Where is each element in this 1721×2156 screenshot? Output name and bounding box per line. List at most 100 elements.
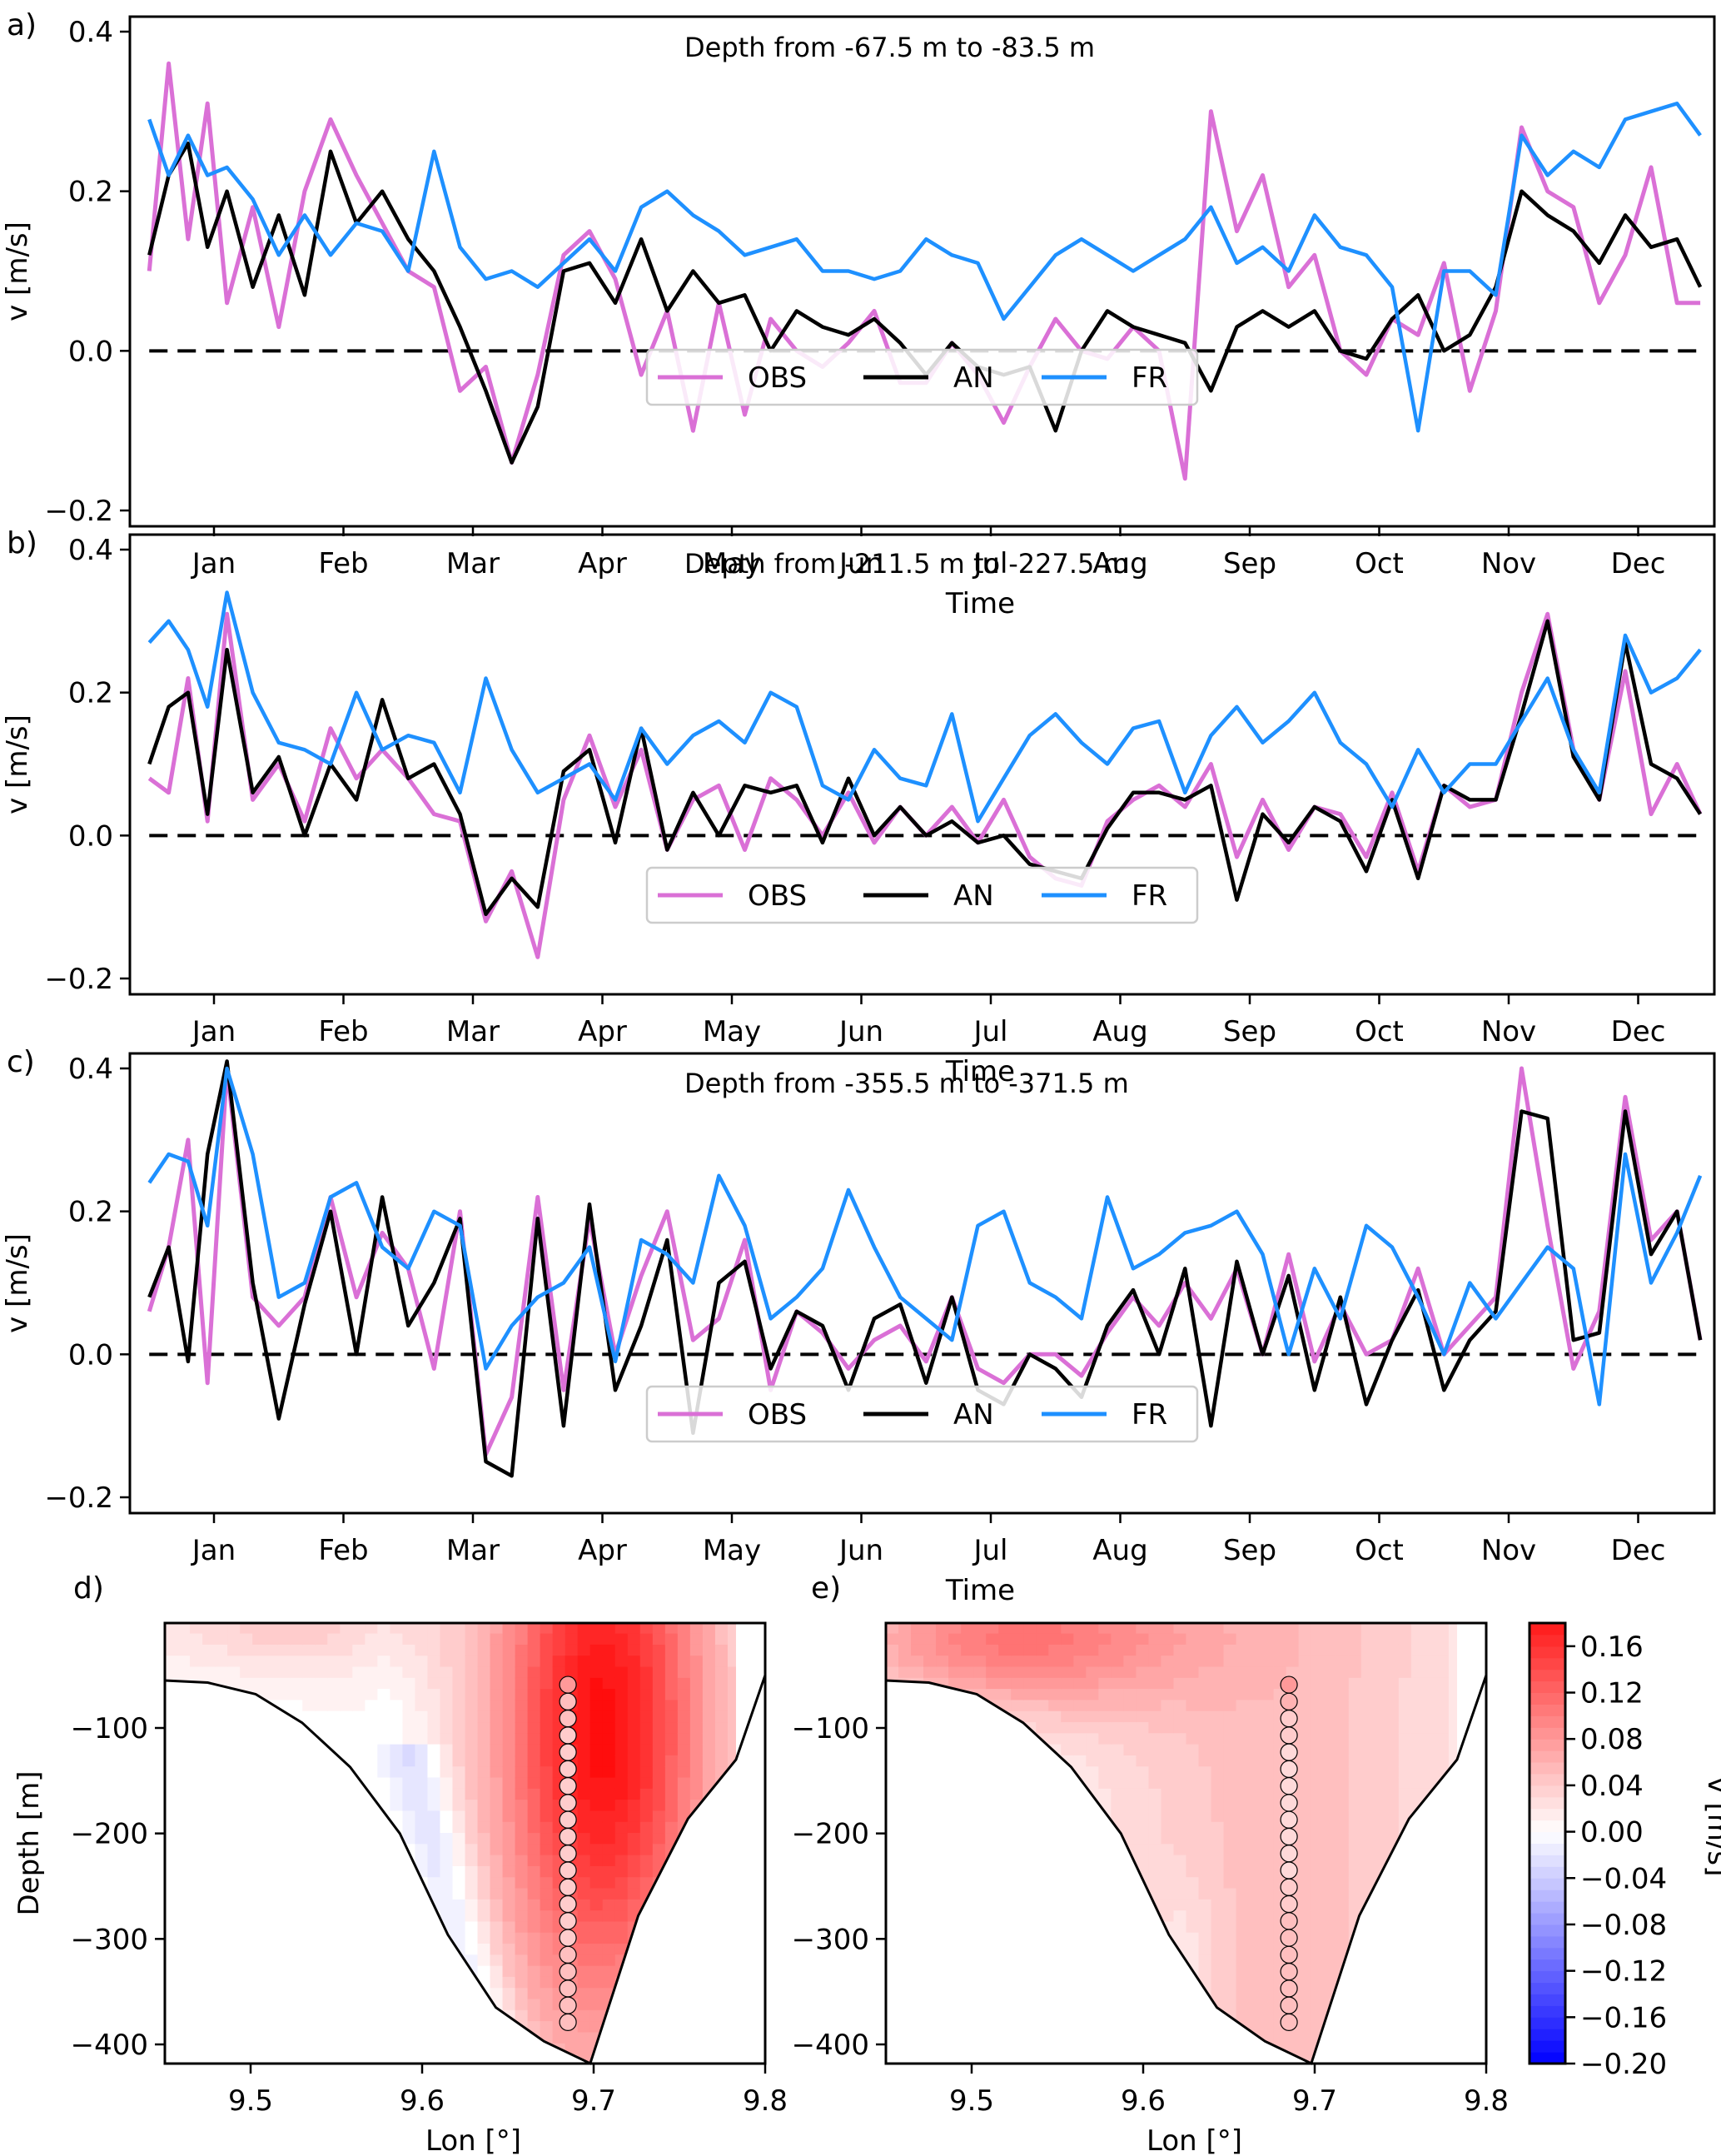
field-cell xyxy=(352,1965,366,1978)
field-cell xyxy=(998,1855,1012,1867)
field-cell xyxy=(252,1733,266,1745)
field-cell xyxy=(677,1623,691,1635)
field-cell xyxy=(290,2043,303,2055)
field-cell xyxy=(1311,1677,1325,1690)
field-cell xyxy=(452,1677,466,1690)
field-cell xyxy=(427,1988,441,2000)
field-cell xyxy=(1473,1722,1486,1734)
field-cell xyxy=(1261,1877,1275,1890)
field-cell xyxy=(936,1855,949,1867)
y-tick-label: 0.0 xyxy=(68,335,113,368)
field-cell xyxy=(727,1944,741,1955)
x-tick-label: May xyxy=(703,1015,761,1048)
field-cell xyxy=(1236,2043,1250,2055)
field-cell xyxy=(190,1656,203,1668)
field-cell xyxy=(227,1800,241,1812)
field-cell xyxy=(1435,1689,1450,1701)
field-cell xyxy=(540,1677,554,1690)
field-cell xyxy=(490,1755,504,1767)
field-cell xyxy=(886,1988,899,2000)
field-cell xyxy=(215,1788,228,1800)
field-cell xyxy=(277,1766,291,1779)
field-cell xyxy=(1410,1833,1425,1845)
field-cell xyxy=(627,1888,641,1900)
field-cell xyxy=(1136,1710,1150,1723)
field-cell xyxy=(998,1733,1012,1745)
field-cell xyxy=(1073,1999,1087,2011)
field-cell xyxy=(290,1899,303,1911)
field-cell xyxy=(1311,1722,1325,1734)
field-cell xyxy=(973,1722,987,1734)
colorbar-segment xyxy=(1530,1935,1565,1949)
field-cell xyxy=(602,1800,616,1812)
field-cell xyxy=(402,1899,416,1911)
mooring-marker xyxy=(1280,1743,1298,1761)
field-cell xyxy=(502,1877,516,1890)
field-cell xyxy=(1211,1677,1225,1690)
field-cell xyxy=(1311,1944,1325,1955)
field-cell xyxy=(1136,1932,1150,1944)
field-cell xyxy=(986,1623,999,1635)
field-cell xyxy=(365,1677,378,1690)
field-cell xyxy=(727,1910,741,1923)
field-cell xyxy=(1048,1656,1062,1668)
field-cell xyxy=(1061,1855,1074,1867)
field-cell xyxy=(540,1766,554,1779)
field-cell xyxy=(402,1777,416,1790)
field-cell xyxy=(961,1965,974,1978)
field-cell xyxy=(602,1766,616,1779)
field-cell xyxy=(739,1800,754,1812)
field-cell xyxy=(923,1877,937,1890)
x-axis-label: Lon [°] xyxy=(1147,2124,1242,2156)
field-cell xyxy=(452,1999,466,2011)
field-cell xyxy=(340,1788,353,1800)
field-cell xyxy=(1136,1689,1150,1701)
field-cell xyxy=(565,1623,579,1635)
field-cell xyxy=(477,1800,491,1812)
field-cell xyxy=(886,1932,899,1944)
field-cell xyxy=(477,1666,491,1679)
field-cell xyxy=(1410,1921,1425,1934)
field-cell xyxy=(415,1810,429,1823)
field-cell xyxy=(315,1821,328,1834)
field-cell xyxy=(1298,1644,1312,1656)
field-cell xyxy=(1248,1666,1262,1679)
field-cell xyxy=(1373,1656,1387,1668)
field-cell xyxy=(627,1700,641,1712)
field-cell xyxy=(1398,1932,1412,1944)
field-cell xyxy=(589,1833,604,1845)
field-cell xyxy=(1223,1976,1237,1989)
field-cell xyxy=(265,1722,278,1734)
field-cell xyxy=(315,1700,328,1712)
field-cell xyxy=(1136,1677,1150,1690)
field-cell xyxy=(702,1800,716,1812)
field-cell xyxy=(973,1865,987,1878)
field-cell xyxy=(290,1700,303,1712)
field-cell xyxy=(1298,1877,1312,1890)
field-cell xyxy=(327,2032,341,2044)
field-cell xyxy=(390,1932,403,1944)
field-cell xyxy=(727,1722,741,1734)
field-cell xyxy=(714,2009,729,2022)
field-cell xyxy=(1136,1821,1150,1834)
field-cell xyxy=(1435,1965,1450,1978)
field-cell xyxy=(727,1633,741,1646)
colorbar-segment xyxy=(1530,1680,1565,1694)
field-cell xyxy=(1061,1921,1074,1934)
field-cell xyxy=(1073,1733,1087,1745)
field-cell xyxy=(1448,1700,1462,1712)
field-cell xyxy=(352,1976,366,1989)
field-cell xyxy=(327,1677,341,1690)
field-cell xyxy=(602,1744,616,1756)
field-cell xyxy=(427,1788,441,1800)
field-cell xyxy=(652,1899,666,1911)
field-cell xyxy=(1311,1766,1325,1779)
field-cell xyxy=(911,1700,924,1712)
field-cell xyxy=(1073,1800,1087,1812)
field-cell xyxy=(1023,1855,1037,1867)
field-cell xyxy=(998,1976,1012,1989)
field-cell xyxy=(1423,1722,1437,1734)
colorbar-tick-label: −0.20 xyxy=(1580,2048,1667,2081)
field-cell xyxy=(1061,1633,1074,1646)
